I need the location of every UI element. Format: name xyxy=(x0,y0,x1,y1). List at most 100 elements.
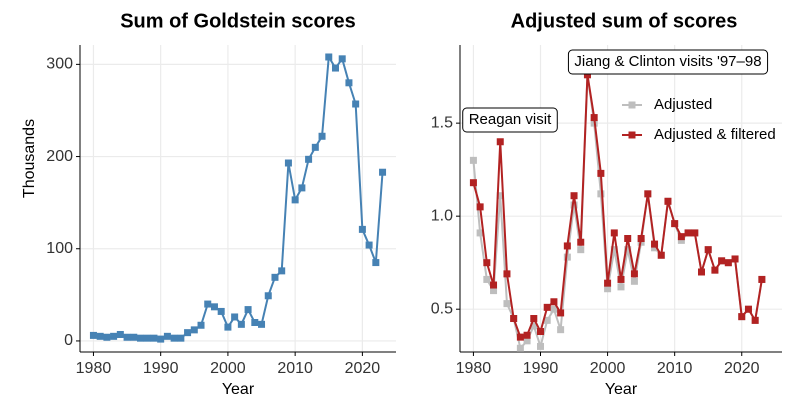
data-point xyxy=(523,331,531,339)
data-point xyxy=(177,334,185,342)
data-point xyxy=(96,332,104,340)
legend-marker xyxy=(628,131,636,139)
x-tick-label: 1990 xyxy=(143,360,179,377)
data-point xyxy=(617,283,625,291)
data-point xyxy=(157,335,165,343)
data-point xyxy=(624,235,632,243)
data-point xyxy=(271,273,279,281)
data-point xyxy=(190,326,198,334)
data-point xyxy=(543,303,551,311)
y-tick-label: 100 xyxy=(46,240,73,257)
data-point xyxy=(550,305,558,313)
x-axis-label: Year xyxy=(605,381,638,398)
x-tick-label: 1990 xyxy=(523,360,559,377)
data-point xyxy=(318,132,326,140)
data-point xyxy=(237,320,245,328)
data-point xyxy=(604,279,612,287)
data-point xyxy=(490,287,498,295)
data-point xyxy=(210,303,218,311)
data-point xyxy=(510,315,518,323)
data-point xyxy=(331,64,339,72)
data-point xyxy=(610,229,618,237)
data-point xyxy=(345,79,353,87)
data-point xyxy=(379,168,387,176)
data-point xyxy=(691,229,699,237)
data-point xyxy=(197,321,205,329)
data-point xyxy=(563,253,571,261)
data-point xyxy=(537,342,544,350)
x-tick-label: 2020 xyxy=(724,360,760,377)
annotation-box xyxy=(462,107,558,133)
data-point xyxy=(570,192,578,200)
data-point xyxy=(325,53,333,61)
data-point xyxy=(664,197,672,205)
data-point xyxy=(537,328,544,336)
data-point xyxy=(116,330,124,338)
data-point xyxy=(671,220,679,228)
x-tick-label: 1980 xyxy=(76,360,112,377)
data-point xyxy=(224,323,232,331)
data-point xyxy=(365,241,373,249)
data-point xyxy=(338,55,346,63)
series-line xyxy=(93,53,384,341)
data-point xyxy=(231,313,239,321)
annotation-label: Reagan visit xyxy=(469,111,552,128)
data-point xyxy=(630,277,638,285)
data-point xyxy=(496,138,504,146)
x-tick-label: 2010 xyxy=(657,360,693,377)
data-point xyxy=(570,201,578,209)
legend-label: Adjusted & filtered xyxy=(654,126,776,143)
y-tick-label: 0 xyxy=(64,332,73,349)
data-point xyxy=(597,169,605,177)
data-point xyxy=(644,190,652,198)
data-point xyxy=(630,270,638,278)
data-point xyxy=(305,155,313,163)
annotation: Jiang & Clinton visits '97–98 xyxy=(567,49,769,75)
data-point xyxy=(476,229,484,237)
data-point xyxy=(184,329,192,337)
y-tick-label: 1.0 xyxy=(431,207,453,224)
data-point xyxy=(751,316,759,324)
data-point xyxy=(651,244,659,252)
data-point xyxy=(217,307,225,315)
data-point xyxy=(278,267,286,275)
data-point xyxy=(503,300,511,308)
data-point xyxy=(89,331,97,339)
data-point xyxy=(543,316,551,324)
x-tick-label: 2010 xyxy=(277,360,313,377)
data-point xyxy=(698,268,705,276)
data-point xyxy=(590,114,598,122)
data-point xyxy=(523,337,531,345)
data-point xyxy=(530,315,538,323)
data-point xyxy=(684,229,692,237)
annotation: Reagan visit xyxy=(462,107,558,133)
data-point xyxy=(352,100,360,108)
data-point xyxy=(550,298,558,306)
data-point xyxy=(624,246,632,254)
x-tick-label: 2020 xyxy=(345,360,381,377)
data-point xyxy=(657,251,665,259)
data-point xyxy=(604,285,612,293)
data-point xyxy=(251,318,259,326)
data-point xyxy=(724,259,732,267)
data-point xyxy=(677,236,685,244)
y-tick-label: 200 xyxy=(46,148,73,165)
data-point xyxy=(469,179,477,187)
chart-title: Adjusted sum of scores xyxy=(511,10,738,32)
data-point xyxy=(476,203,484,211)
y-tick-label: 1.5 xyxy=(431,114,453,131)
legend-label: Adjusted xyxy=(654,96,712,113)
data-point xyxy=(557,309,565,317)
data-point xyxy=(758,275,766,283)
y-tick-label: 0.5 xyxy=(431,300,453,317)
data-point xyxy=(711,266,719,274)
data-point xyxy=(291,196,299,204)
annotation-box xyxy=(567,49,769,75)
data-point xyxy=(490,281,498,289)
data-point xyxy=(483,275,491,283)
data-point xyxy=(597,190,605,198)
data-point xyxy=(516,333,524,341)
x-tick-label: 2000 xyxy=(590,360,626,377)
data-point xyxy=(577,238,585,246)
